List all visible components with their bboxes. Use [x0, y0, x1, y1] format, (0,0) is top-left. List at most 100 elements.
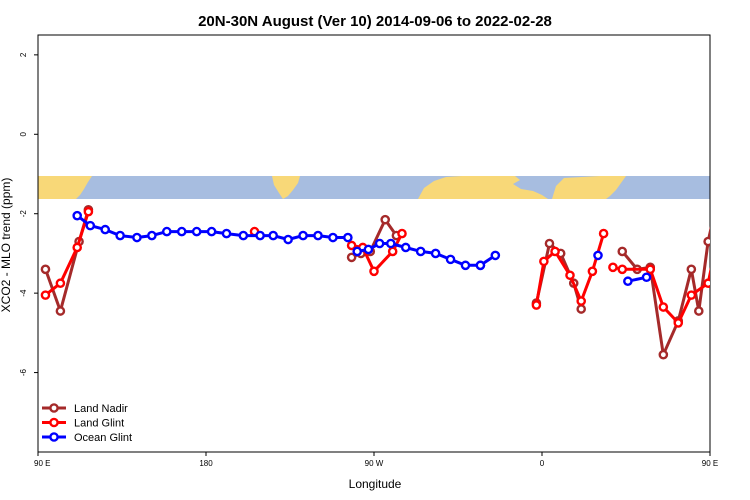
data-point: [238, 230, 249, 241]
data-point: [544, 238, 555, 249]
data-point: [176, 226, 187, 237]
legend-label: Land Glint: [74, 418, 124, 430]
data-point: [83, 206, 94, 217]
y-tick-label: -4: [19, 289, 28, 297]
y-axis: 2 0 -2 -4 -6: [19, 52, 38, 376]
data-point: [346, 240, 357, 251]
series-layer: [40, 204, 750, 360]
data-point: [686, 290, 697, 300]
map-land-north-america: [272, 176, 300, 199]
data-point: [385, 238, 396, 249]
data-point: [132, 232, 142, 243]
data-point: [565, 270, 575, 281]
data-point: [475, 260, 486, 271]
data-point: [658, 349, 669, 360]
y-tick-label: -2: [19, 210, 28, 218]
data-point: [55, 306, 66, 316]
data-point: [531, 300, 542, 310]
data-point: [673, 318, 684, 328]
data-point: [645, 264, 656, 275]
data-point: [161, 226, 172, 237]
legend-item: Land Glint: [42, 418, 124, 430]
series-line: [356, 242, 481, 267]
data-point: [719, 208, 726, 215]
data-point: [206, 226, 217, 237]
data-point: [352, 246, 363, 257]
data-point: [539, 256, 549, 267]
legend: Land Nadir Land Glint Ocean Glint: [42, 403, 132, 444]
data-point: [576, 304, 587, 314]
data-point: [703, 236, 710, 247]
data-point: [380, 214, 391, 225]
legend-item: Ocean Glint: [42, 432, 132, 444]
data-point: [686, 264, 697, 275]
data-point: [490, 250, 501, 261]
series-land-nadir: [40, 204, 710, 360]
data-point: [72, 210, 82, 221]
data-point: [740, 224, 747, 231]
data-point: [608, 262, 618, 273]
y-axis-label: XCO2 - MLO trend (ppm): [0, 178, 13, 313]
map-ocean: [38, 176, 710, 199]
x-axis: 90 E 180 90 W 0 90 E: [34, 452, 718, 468]
y-tick-label: -6: [19, 368, 28, 376]
y-tick-label: 0: [19, 132, 28, 137]
x-tick-label: 180: [199, 459, 213, 468]
series-land-glint: [40, 206, 726, 328]
series-line: [44, 211, 90, 297]
data-point: [415, 246, 426, 257]
legend-marker: [49, 432, 59, 442]
map-land-asia: [38, 176, 92, 199]
legend-label: Ocean Glint: [74, 432, 132, 444]
data-point: [283, 234, 293, 245]
series-ocean-glint: [72, 210, 750, 287]
data-point: [72, 242, 82, 253]
data-point: [400, 242, 411, 253]
data-point: [255, 230, 265, 241]
series-line: [621, 226, 710, 357]
data-point: [100, 224, 110, 235]
data-point: [694, 306, 704, 316]
data-point: [460, 260, 471, 271]
data-point: [369, 266, 379, 277]
map-land-africa-arabia: [418, 176, 548, 199]
data-point: [445, 254, 456, 265]
data-point: [598, 228, 609, 239]
chart-title: 20N-30N August (Ver 10) 2014-09-06 to 20…: [198, 13, 552, 30]
data-point: [191, 226, 202, 237]
x-tick-label: 90 E: [34, 459, 50, 468]
y-tick-label: 2: [19, 52, 28, 57]
series-line: [719, 216, 750, 238]
data-point: [115, 230, 125, 241]
data-point: [712, 244, 719, 251]
x-tick-label: 90 W: [365, 459, 384, 468]
data-point: [40, 290, 51, 300]
data-point: [550, 246, 560, 257]
data-point: [658, 302, 669, 312]
data-point: [430, 248, 441, 259]
data-point: [623, 276, 633, 287]
data-point: [374, 238, 385, 249]
data-point: [397, 228, 407, 239]
data-point: [221, 228, 232, 239]
legend-label: Land Nadir: [74, 403, 128, 415]
data-point: [147, 230, 157, 241]
data-point: [725, 220, 732, 227]
data-point: [576, 296, 587, 306]
data-point: [343, 232, 353, 243]
map-land-india-china: [552, 176, 626, 199]
data-point: [85, 220, 96, 231]
data-point: [641, 272, 652, 283]
data-point: [298, 230, 308, 241]
series-line: [44, 209, 90, 313]
legend-marker: [49, 403, 59, 413]
data-point: [313, 230, 323, 241]
data-point: [587, 266, 598, 277]
data-point: [328, 232, 338, 243]
data-point: [593, 250, 603, 261]
x-tick-label: 0: [540, 459, 545, 468]
series-line: [716, 212, 724, 248]
data-point: [716, 212, 723, 219]
data-point: [346, 252, 357, 263]
